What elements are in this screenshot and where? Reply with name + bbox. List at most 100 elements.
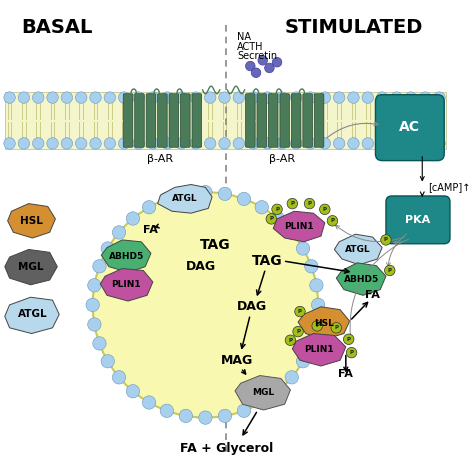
Circle shape bbox=[262, 138, 273, 149]
Circle shape bbox=[246, 61, 255, 71]
Circle shape bbox=[319, 138, 330, 149]
Circle shape bbox=[305, 337, 318, 350]
Circle shape bbox=[147, 138, 159, 149]
Circle shape bbox=[296, 242, 310, 255]
FancyBboxPatch shape bbox=[5, 92, 446, 149]
Text: P: P bbox=[323, 207, 327, 212]
Circle shape bbox=[310, 318, 323, 331]
Text: P: P bbox=[334, 325, 338, 330]
Text: HSL: HSL bbox=[314, 318, 334, 327]
FancyBboxPatch shape bbox=[314, 94, 324, 147]
Text: PLIN1: PLIN1 bbox=[111, 280, 141, 289]
Circle shape bbox=[362, 138, 374, 149]
Circle shape bbox=[304, 198, 315, 209]
FancyBboxPatch shape bbox=[123, 94, 133, 147]
Text: MAG: MAG bbox=[221, 354, 253, 367]
Circle shape bbox=[272, 204, 283, 215]
Circle shape bbox=[219, 409, 232, 423]
Circle shape bbox=[160, 192, 173, 206]
Circle shape bbox=[391, 138, 402, 149]
Circle shape bbox=[271, 212, 284, 225]
Text: FA: FA bbox=[143, 225, 157, 235]
Circle shape bbox=[142, 396, 156, 409]
Circle shape bbox=[147, 92, 159, 103]
Text: MGL: MGL bbox=[252, 388, 274, 397]
Circle shape bbox=[348, 138, 359, 149]
Text: Secretin: Secretin bbox=[237, 51, 277, 61]
Circle shape bbox=[162, 92, 173, 103]
Text: PLIN1: PLIN1 bbox=[304, 345, 334, 354]
Circle shape bbox=[310, 278, 323, 292]
Circle shape bbox=[348, 92, 359, 103]
Circle shape bbox=[344, 334, 354, 345]
Text: ATGL: ATGL bbox=[346, 245, 371, 254]
Circle shape bbox=[311, 298, 325, 312]
Circle shape bbox=[4, 92, 15, 103]
Text: ATGL: ATGL bbox=[172, 194, 197, 203]
Circle shape bbox=[90, 92, 101, 103]
Circle shape bbox=[319, 204, 330, 215]
Circle shape bbox=[75, 138, 87, 149]
Circle shape bbox=[255, 396, 268, 409]
Circle shape bbox=[176, 138, 187, 149]
Text: ACTH: ACTH bbox=[237, 42, 264, 52]
Circle shape bbox=[88, 318, 101, 331]
Text: P: P bbox=[308, 201, 311, 206]
Polygon shape bbox=[8, 204, 55, 238]
Text: AC: AC bbox=[399, 120, 420, 134]
FancyBboxPatch shape bbox=[169, 94, 179, 147]
Circle shape bbox=[272, 58, 282, 67]
Text: HSL: HSL bbox=[20, 216, 43, 226]
Circle shape bbox=[362, 92, 374, 103]
Text: DAG: DAG bbox=[237, 300, 267, 313]
Circle shape bbox=[285, 226, 299, 239]
Text: ATGL: ATGL bbox=[18, 309, 47, 319]
FancyBboxPatch shape bbox=[257, 94, 266, 147]
Circle shape bbox=[405, 138, 417, 149]
Text: FA + Glycerol: FA + Glycerol bbox=[180, 442, 273, 455]
Circle shape bbox=[219, 187, 232, 200]
Text: P: P bbox=[288, 337, 292, 343]
FancyBboxPatch shape bbox=[292, 94, 301, 147]
Polygon shape bbox=[100, 268, 153, 301]
FancyBboxPatch shape bbox=[375, 95, 444, 160]
Circle shape bbox=[376, 92, 388, 103]
Polygon shape bbox=[298, 307, 350, 339]
Polygon shape bbox=[235, 376, 291, 410]
Polygon shape bbox=[292, 334, 346, 366]
Circle shape bbox=[190, 92, 201, 103]
Text: TAG: TAG bbox=[200, 238, 230, 252]
FancyBboxPatch shape bbox=[135, 94, 144, 147]
Circle shape bbox=[384, 265, 395, 276]
Circle shape bbox=[133, 138, 144, 149]
Circle shape bbox=[266, 214, 276, 224]
Circle shape bbox=[296, 355, 310, 368]
Circle shape bbox=[333, 92, 345, 103]
Text: P: P bbox=[315, 323, 319, 328]
FancyBboxPatch shape bbox=[386, 196, 450, 244]
Circle shape bbox=[319, 92, 330, 103]
Circle shape bbox=[346, 347, 357, 358]
FancyBboxPatch shape bbox=[280, 94, 290, 147]
Circle shape bbox=[47, 138, 58, 149]
Circle shape bbox=[419, 138, 431, 149]
Circle shape bbox=[199, 411, 212, 424]
Text: P: P bbox=[296, 329, 300, 334]
Circle shape bbox=[199, 186, 212, 199]
Text: ABHD5: ABHD5 bbox=[344, 275, 379, 284]
Polygon shape bbox=[158, 185, 212, 213]
Circle shape bbox=[305, 259, 318, 273]
Circle shape bbox=[312, 321, 322, 331]
Circle shape bbox=[405, 92, 417, 103]
Text: β-AR: β-AR bbox=[147, 154, 173, 164]
Text: TAG: TAG bbox=[252, 254, 283, 268]
Text: STIMULATED: STIMULATED bbox=[284, 18, 423, 37]
Text: P: P bbox=[346, 337, 351, 342]
Circle shape bbox=[285, 371, 299, 384]
FancyBboxPatch shape bbox=[268, 94, 278, 147]
Circle shape bbox=[142, 200, 156, 214]
Circle shape bbox=[247, 138, 259, 149]
Text: ABHD5: ABHD5 bbox=[109, 252, 144, 261]
Text: MGL: MGL bbox=[18, 262, 43, 272]
Text: P: P bbox=[275, 207, 279, 212]
